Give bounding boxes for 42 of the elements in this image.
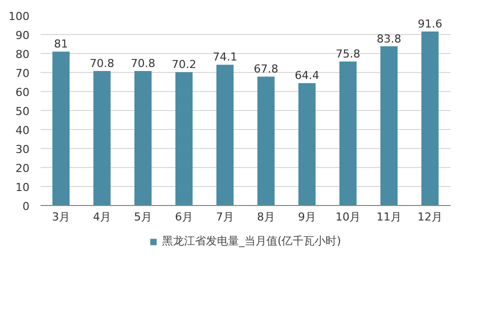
x-tick-label: 4月	[93, 210, 111, 224]
bar	[421, 31, 439, 206]
bar	[216, 64, 234, 206]
x-tick-label: 11月	[376, 210, 402, 224]
data-label: 81	[54, 38, 68, 51]
x-tick-label: 7月	[216, 210, 234, 224]
bar	[175, 72, 193, 206]
x-tick-label: 10月	[336, 210, 360, 224]
data-label: 64.4	[294, 69, 320, 82]
x-tick-label: 6月	[175, 210, 193, 224]
y-tick-label: 30	[16, 143, 30, 156]
bar	[298, 83, 316, 206]
data-label: 70.2	[172, 58, 196, 72]
data-label: 70.8	[90, 56, 114, 70]
data-label: 74.1	[212, 50, 238, 64]
y-tick-label: 100	[8, 10, 30, 23]
y-tick-label: 80	[16, 48, 30, 61]
y-tick-label: 90	[16, 29, 30, 42]
y-tick-label: 20	[16, 162, 30, 175]
bar	[257, 76, 275, 206]
x-tick-label: 3月	[52, 210, 70, 224]
data-label: 91.6	[418, 17, 442, 30]
x-tick-label: 12月	[418, 210, 442, 224]
data-label: 83.8	[376, 32, 402, 46]
data-label: 75.8	[336, 47, 360, 60]
y-tick-label: 50	[16, 105, 30, 118]
y-tick-label: 70	[16, 67, 30, 80]
y-tick-label: 0	[22, 200, 30, 213]
bar	[380, 46, 398, 206]
legend-label: 黑龙江省发电量_当月值(亿千瓦小时)	[162, 234, 342, 248]
bar	[93, 70, 111, 206]
bar	[52, 52, 70, 206]
y-tick-label: 40	[16, 124, 30, 137]
bar	[339, 61, 357, 206]
x-tick-label: 8月	[257, 210, 275, 224]
x-tick-label: 5月	[134, 210, 152, 224]
data-label: 70.8	[130, 56, 156, 70]
y-tick-label: 10	[16, 181, 30, 194]
bar	[134, 70, 152, 206]
data-label: 67.8	[254, 62, 278, 76]
x-tick-label: 9月	[298, 210, 316, 224]
y-tick-label: 60	[16, 86, 30, 99]
